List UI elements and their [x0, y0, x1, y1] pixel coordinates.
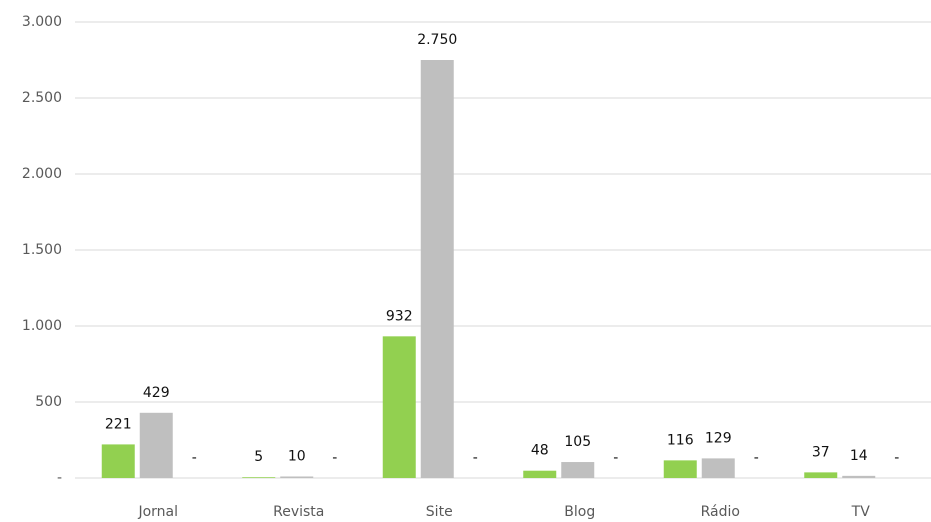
value-label: 932: [386, 308, 413, 324]
value-label: -: [332, 450, 337, 466]
bar: [561, 462, 595, 478]
value-label: -: [894, 450, 899, 466]
x-tick-label: Rádio: [701, 504, 740, 520]
bar: [382, 336, 416, 478]
y-tick-label: 2.000: [22, 166, 62, 182]
x-tick-label: TV: [851, 504, 871, 520]
bar: [523, 470, 557, 478]
x-tick-label: Site: [426, 504, 453, 520]
y-tick-label: 500: [35, 394, 62, 410]
value-label: -: [192, 450, 197, 466]
x-tick-label: Jornal: [137, 504, 178, 520]
value-label: 221: [105, 416, 132, 432]
value-label: 37: [812, 444, 830, 460]
value-label: -: [754, 450, 759, 466]
bar: [139, 412, 173, 478]
value-label: 2.750: [417, 32, 457, 48]
bar: [663, 460, 697, 478]
value-label: 10: [288, 448, 306, 464]
value-label: 116: [667, 432, 694, 448]
y-tick-label: -: [57, 470, 62, 486]
value-label: 105: [564, 434, 591, 450]
y-tick-label: 2.500: [22, 90, 62, 106]
bar: [420, 60, 454, 478]
value-label: 48: [531, 443, 549, 459]
bar: [701, 458, 735, 478]
value-label: 429: [143, 385, 170, 401]
value-label: 14: [850, 448, 868, 464]
value-label: 5: [254, 449, 263, 465]
y-tick-label: 3.000: [22, 14, 62, 30]
bar: [804, 472, 838, 478]
value-label: 129: [705, 430, 732, 446]
x-tick-label: Revista: [273, 504, 324, 520]
value-label: -: [473, 450, 478, 466]
bar: [842, 475, 876, 478]
value-label: -: [613, 450, 618, 466]
bar: [280, 476, 314, 478]
bar: [242, 477, 276, 478]
bar: [101, 444, 135, 478]
y-tick-label: 1.500: [22, 242, 62, 258]
x-tick-label: Blog: [564, 504, 595, 520]
y-tick-label: 1.000: [22, 318, 62, 334]
